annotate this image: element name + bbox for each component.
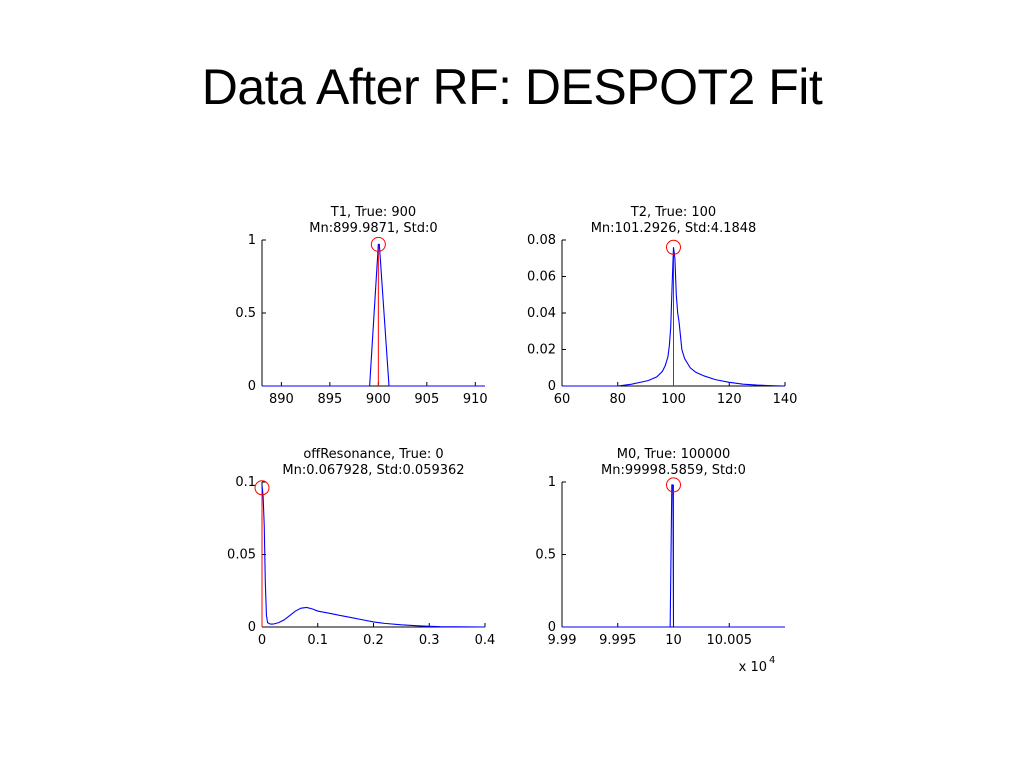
y-tick-label: 1: [548, 475, 556, 490]
x-tick-label: 0: [258, 633, 266, 648]
true-value-marker: [370, 236, 386, 252]
chart-subtitle: Mn:0.067928, Std:0.059362: [282, 463, 464, 478]
x-tick-label: 100: [661, 392, 686, 407]
x-tick-label: 900: [366, 392, 391, 407]
slide-title: Data After RF: DESPOT2 Fit: [201, 59, 823, 115]
x-tick-label: 905: [414, 392, 439, 407]
y-tick-label: 0: [548, 620, 556, 635]
x-tick-label: 0.2: [363, 633, 384, 648]
data-series-line: [261, 484, 486, 628]
data-series-line: [562, 484, 785, 628]
y-tick-label: 0.08: [527, 233, 556, 248]
chart-title: M0, True: 100000: [617, 447, 731, 462]
x-tick-label: 0.4: [475, 633, 496, 648]
x-scale-exponent: 4: [769, 655, 775, 666]
y-tick-label: 0.5: [535, 548, 556, 563]
y-tick-label: 0: [548, 379, 556, 394]
chart-subtitle: Mn:899.9871, Std:0: [309, 221, 437, 236]
chart-subtitle: Mn:99998.5859, Std:0: [601, 463, 746, 478]
x-tick-label: 10.005: [707, 633, 753, 648]
x-tick-label: 890: [269, 392, 294, 407]
x-scale-label: x 10: [739, 660, 767, 675]
x-tick-label: 80: [609, 392, 626, 407]
true-value-marker: [666, 239, 681, 255]
x-tick-label: 10: [665, 633, 682, 648]
chart-title: offResonance, True: 0: [303, 447, 443, 462]
chart-subtitle: Mn:101.2926, Std:4.1848: [591, 221, 757, 236]
true-value-marker: [254, 480, 270, 496]
x-tick-label: 910: [463, 392, 488, 407]
x-tick-label: 140: [773, 392, 798, 407]
x-tick-label: 120: [717, 392, 742, 407]
x-tick-label: 0.1: [307, 633, 328, 648]
y-tick-label: 0.05: [227, 548, 256, 563]
y-tick-label: 0: [248, 379, 256, 394]
data-series-line: [562, 247, 786, 387]
chart-title: T1, True: 900: [330, 205, 416, 220]
x-tick-label: 60: [554, 392, 571, 407]
plot-offresonance: offResonance, True: 0Mn:0.067928, Std:0.…: [227, 447, 496, 648]
x-tick-label: 9.995: [599, 633, 636, 648]
x-tick-label: 895: [317, 392, 342, 407]
y-tick-label: 0.04: [527, 306, 556, 321]
y-tick-label: 0: [248, 620, 256, 635]
y-tick-label: 1: [248, 233, 256, 248]
chart-title: T2, True: 100: [630, 205, 716, 220]
y-tick-label: 0.02: [527, 343, 556, 358]
true-value-marker: [666, 477, 681, 493]
data-series-line: [262, 243, 485, 387]
x-tick-label: 9.99: [548, 633, 577, 648]
y-tick-label: 0.5: [235, 306, 256, 321]
y-tick-label: 0.06: [527, 270, 556, 285]
y-tick-label: 0.1: [235, 475, 256, 490]
x-tick-label: 0.3: [419, 633, 440, 648]
